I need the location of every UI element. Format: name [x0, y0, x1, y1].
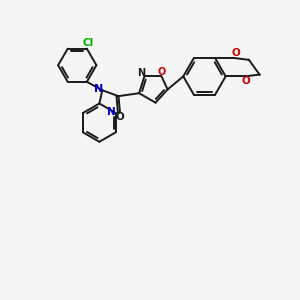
- Text: O: O: [242, 76, 250, 86]
- Text: Cl: Cl: [83, 38, 94, 48]
- Text: O: O: [115, 112, 124, 122]
- Text: O: O: [231, 48, 240, 58]
- Text: N: N: [107, 106, 116, 117]
- Text: O: O: [157, 67, 166, 77]
- Text: N: N: [94, 84, 104, 94]
- Text: N: N: [137, 68, 145, 78]
